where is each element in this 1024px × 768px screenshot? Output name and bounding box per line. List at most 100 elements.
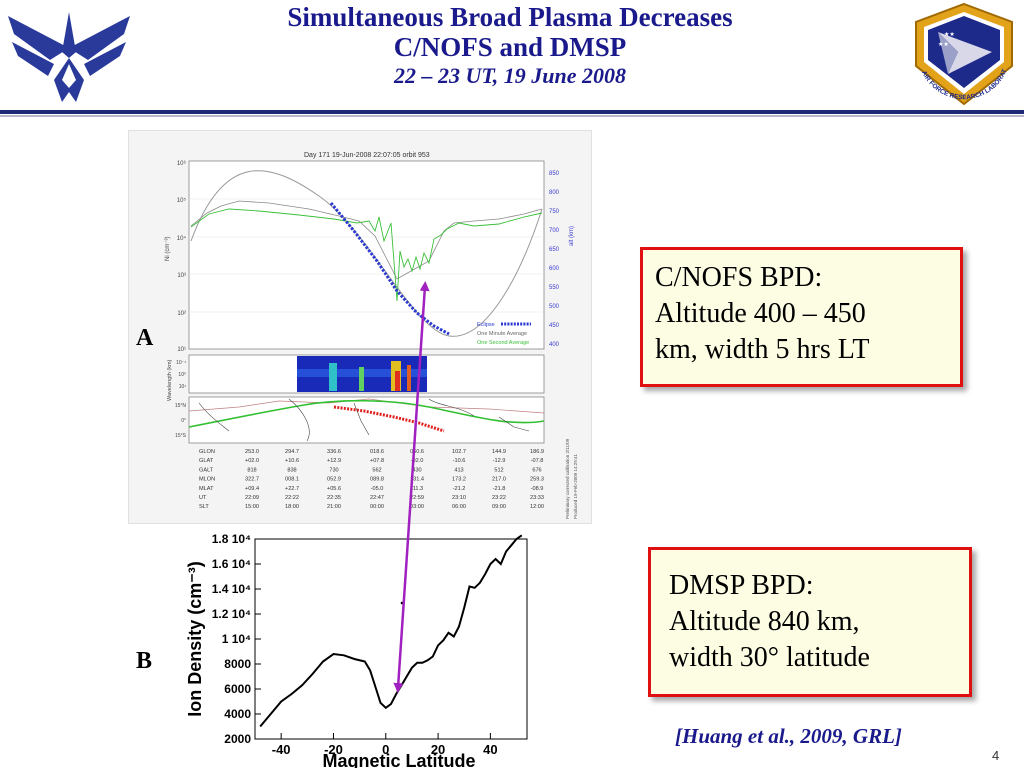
produced-note: Produced 19-Feb-2009 14:29:41 [573,453,578,519]
alt-tick-3: 700 [549,228,560,234]
y-tick-label: 1.6 10⁴ [212,557,251,571]
table-cell: 15:00 [245,504,259,510]
table-cell: +02.0 [245,458,259,464]
table-cell: 173.2 [452,477,466,483]
table-cell: 12:00 [530,504,544,510]
alt-tick-8: 450 [549,323,560,329]
afrl-seal-icon: ★★ ★★ AIR FORCE RESEARCH LABORATORY [908,2,1013,106]
cnofs-line-1: C/NOFS BPD: [655,262,823,293]
cnofs-line-3: km, width 5 hrs LT [655,334,870,365]
title-line-2: C/NOFS and DMSP [393,32,627,62]
ni-tick-5: 10¹ [177,347,186,353]
panel-a-figure: Day 171 19-Jun-2008 22:07:05 orbit 953 1… [128,130,592,524]
cnofs-bpd-callout: C/NOFS BPD: Altitude 400 – 450 km, width… [640,247,963,387]
y-tick-label: 6000 [224,682,251,696]
table-cell: -08.9 [531,486,544,492]
dmsp-y-label: Ion Density (cm⁻³) [185,561,205,717]
table-cell: 22:09 [245,495,259,501]
table-row-label: UT [199,495,207,501]
table-cell: 102.7 [452,449,466,455]
table-cell: 03:00 [410,504,424,510]
table-cell: 322.7 [245,477,259,483]
table-cell: 089.8 [370,477,384,483]
table-row-label: SLT [199,504,209,510]
ni-tick-4: 10² [177,311,186,317]
table-cell: 06:00 [452,504,466,510]
spectro-tick-2: 10¹ [179,384,187,390]
table-cell: -10.6 [453,458,466,464]
dip-equator-line [188,399,545,428]
alt-tick-5: 600 [549,266,560,272]
alt-axis-label: alt (km) [569,226,575,246]
table-cell: 22:22 [285,495,299,501]
table-cell: 23:33 [530,495,544,501]
table-row-label: MLAT [199,486,214,492]
table-cell: 18:00 [285,504,299,510]
page-number: 4 [992,748,1000,763]
table-cell: 008.1 [285,477,299,483]
altitude-curve [190,170,543,337]
svg-text:★★: ★★ [944,31,955,38]
air-force-wings-icon [8,12,130,102]
title-line-3: 22 – 23 UT, 19 June 2008 [393,63,627,88]
spectro-tick-0: 10⁻¹ [176,360,186,366]
table-cell: 21:00 [327,504,341,510]
table-cell: -07.8 [531,458,544,464]
slide-title: Simultaneous Broad Plasma Decreases C/NO… [150,2,870,90]
table-cell: 22:47 [370,495,384,501]
ni-tick-3: 10³ [177,273,186,279]
table-cell: 838 [287,467,296,473]
legend-one-second: One Second Average [477,340,529,346]
table-cell: -02.0 [411,458,424,464]
calibration-note: Preliminary corrected calibration 2/11/0… [565,438,570,519]
ni-plot-frame [188,160,545,350]
legend-one-minute: One Minute Average [477,331,527,337]
dmsp-line-2: Altitude 840 km, [669,606,860,637]
table-cell: 22:59 [410,495,424,501]
ni-axis-label: Ni (cm⁻³) [165,237,171,262]
table-cell: -11.3 [411,486,423,492]
table-cell: 060.6 [410,449,424,455]
ni-tick-1: 10⁵ [177,197,187,204]
table-cell: +05.6 [327,486,341,492]
table-cell: +10.6 [285,458,299,464]
legend-eclipse: Eclipse [477,322,495,328]
x-tick-label: -40 [272,742,291,757]
table-cell: -05.0 [371,486,384,492]
table-cell: 09:00 [492,504,506,510]
table-cell: 294.7 [285,449,299,455]
dmsp-x-ticks: -40 -20 0 20 40 [272,733,498,757]
y-tick-label: 1.8 10⁴ [212,532,251,546]
panel-b-label: B [136,648,153,674]
y-tick-label: 4000 [224,707,251,721]
dmsp-x-label: Magnetic Latitude [322,751,475,768]
map-tick-1: 0° [181,418,186,424]
table-cell: 676 [532,467,541,473]
table-cell: -21.8 [493,486,506,492]
panel-a-svg: Day 171 19-Jun-2008 22:07:05 orbit 953 1… [165,152,578,519]
map-tick-0: 15°N [175,403,187,409]
table-cell: 23:22 [492,495,506,501]
table-cell: +22.7 [285,486,299,492]
alt-tick-0: 850 [549,171,560,177]
citation: [Huang et al., 2009, GRL] [675,724,902,748]
ni-tick-2: 10⁴ [177,235,187,242]
table-cell: +07.8 [370,458,384,464]
alt-tick-6: 550 [549,285,560,291]
table-cell: 336.6 [327,449,341,455]
y-tick-label: 1 10⁴ [222,632,251,646]
y-tick-label: 1.2 10⁴ [212,607,251,621]
table-row-label: MLON [199,477,215,483]
x-tick-label: 20 [431,742,445,757]
y-tick-label: 1.4 10⁴ [212,582,251,596]
map-tick-2: 15°S [175,433,187,439]
alt-tick-7: 500 [549,304,560,310]
table-cell: 00:00 [370,504,384,510]
table-cell: -21.2 [453,486,466,492]
table-cell: 730 [329,467,338,473]
table-cell: 22:35 [327,495,341,501]
table-cell: 430 [412,467,421,473]
y-tick-label: 2000 [224,732,251,746]
header-rule [0,110,1024,114]
dmsp-plot-frame [254,538,528,740]
